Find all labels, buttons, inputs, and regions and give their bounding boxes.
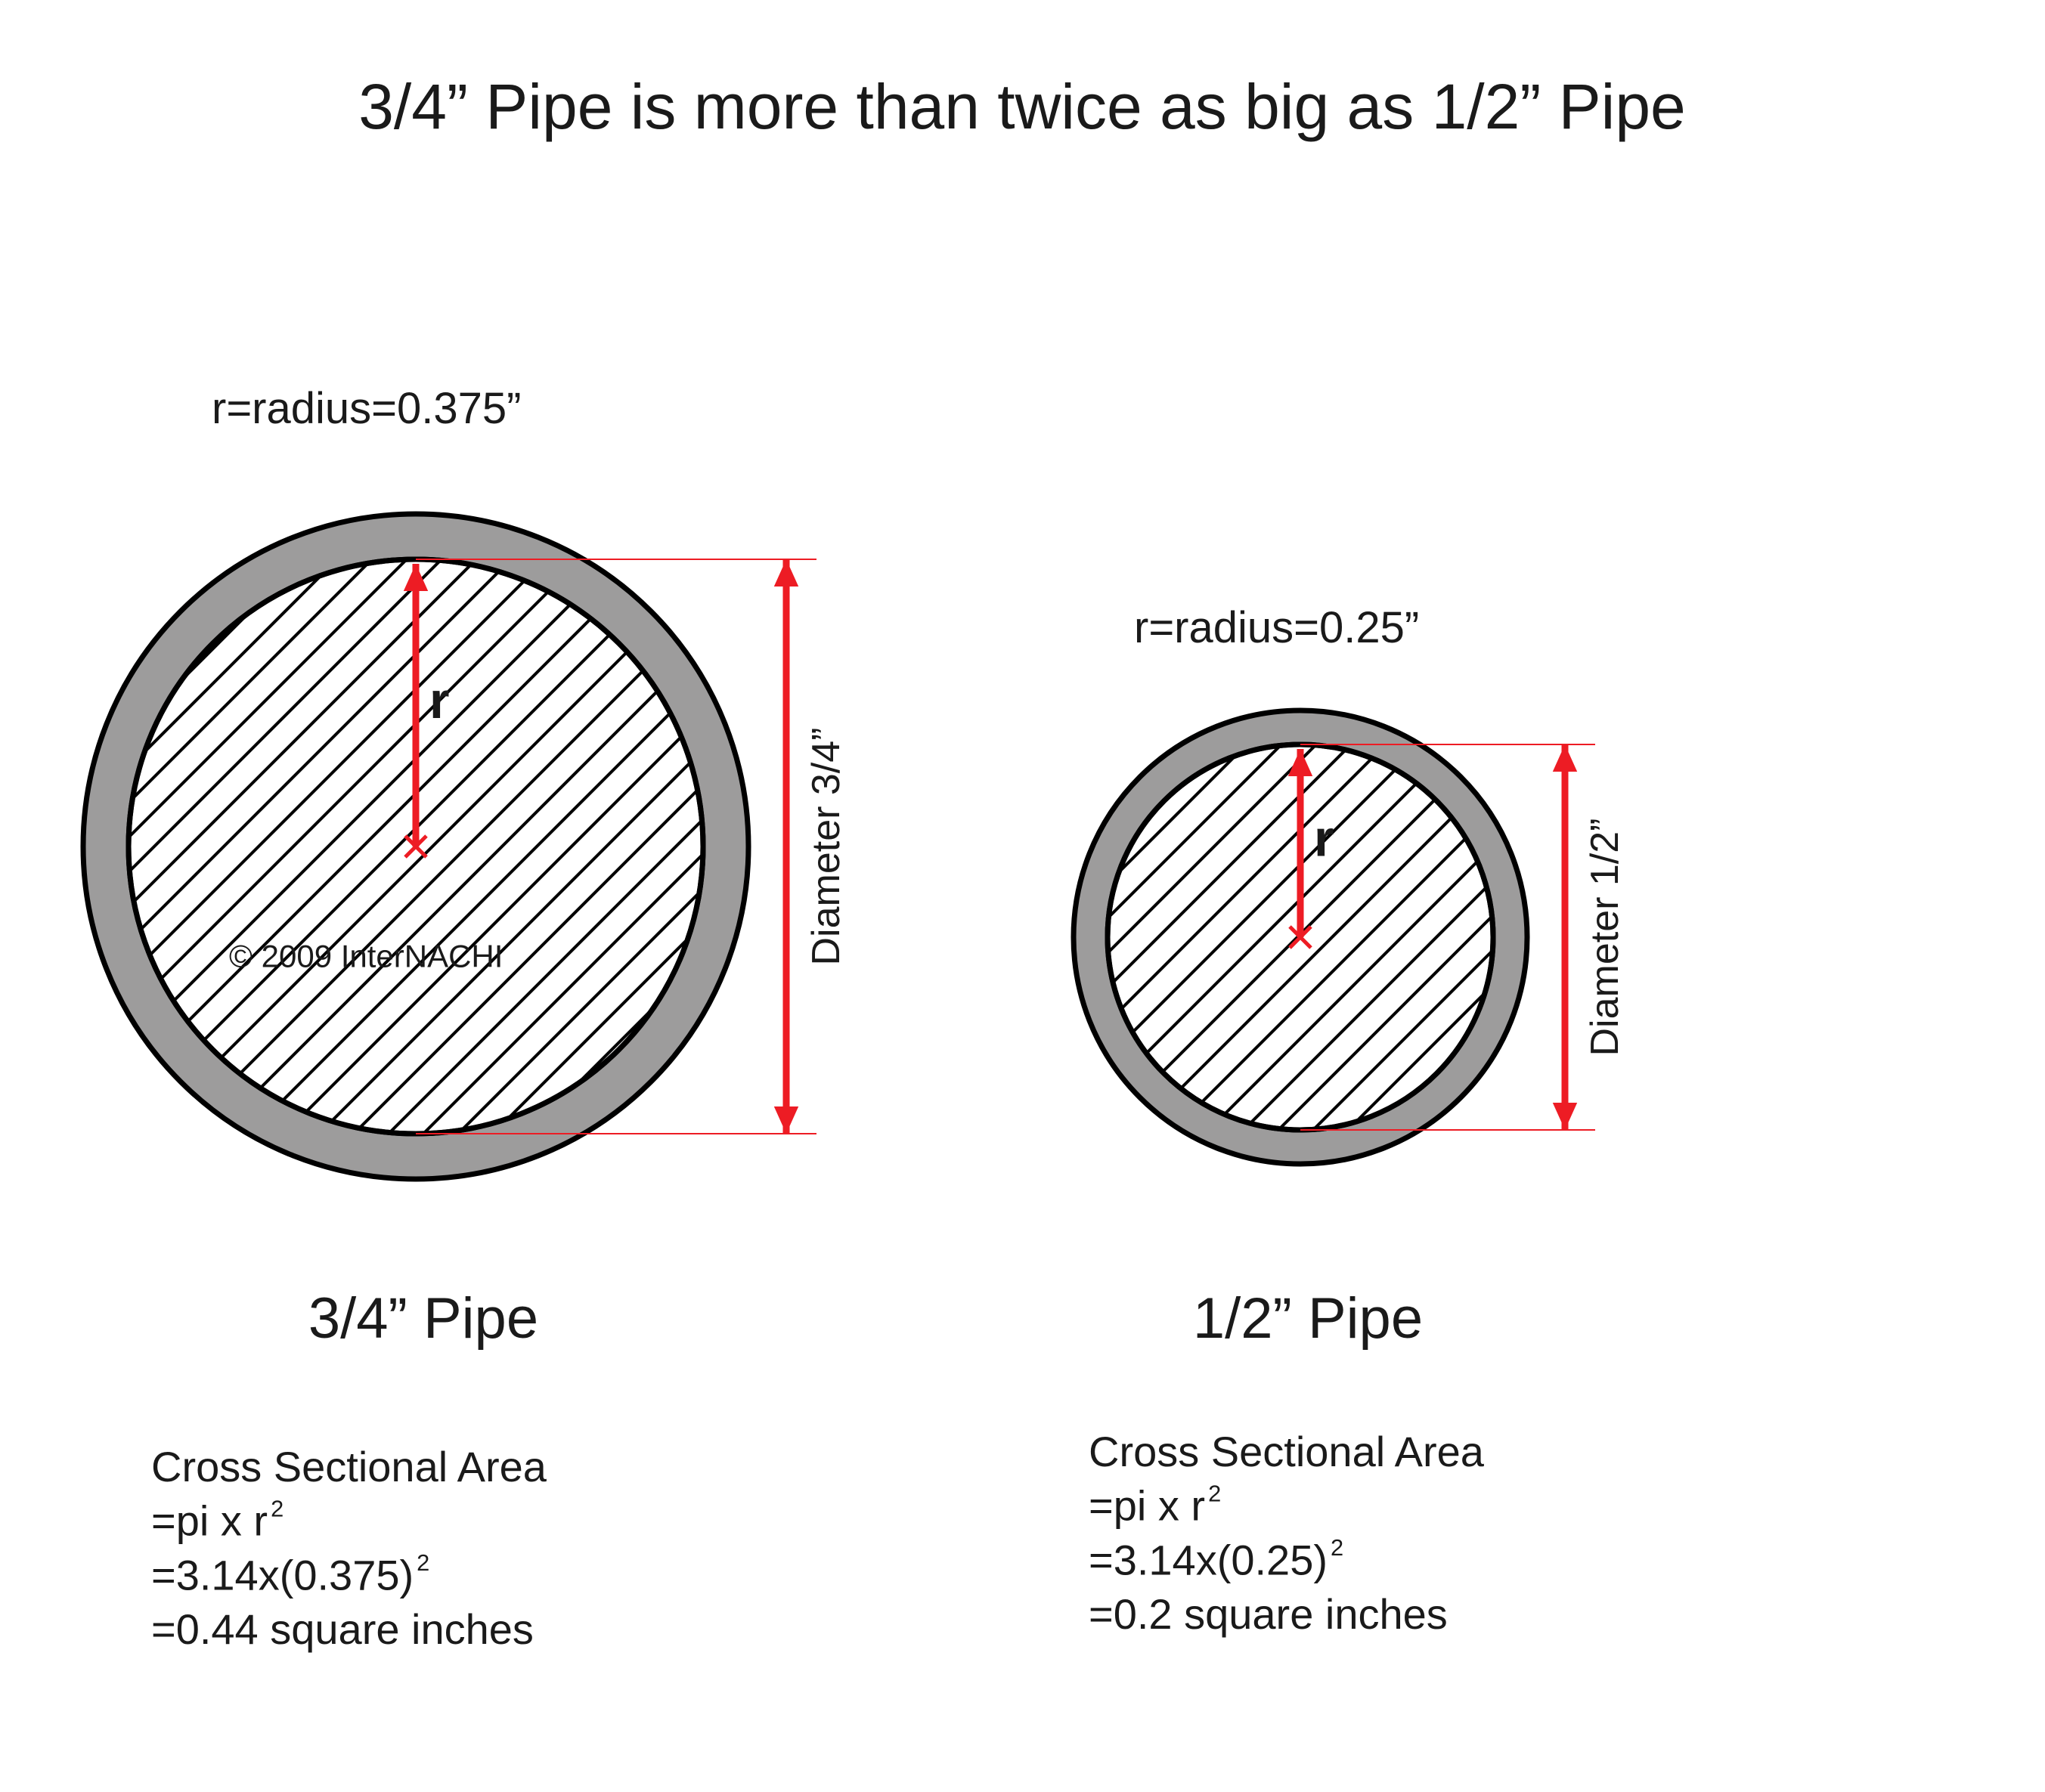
large-diameter-label: Diameter 3/4” <box>804 728 848 966</box>
diagram-svg: 3/4” Pipe is more than twice as big as 1… <box>0 0 2045 1792</box>
small-formula-1: Cross Sectional Area <box>1089 1428 1485 1475</box>
large-formula-3-exp: 2 <box>417 1549 429 1576</box>
small-formula-2-exp: 2 <box>1208 1480 1221 1506</box>
title: 3/4” Pipe is more than twice as big as 1… <box>358 71 1686 142</box>
small-r-letter: r <box>1314 810 1334 868</box>
small-formula-3-exp: 2 <box>1331 1534 1343 1561</box>
large-formula-2-exp: 2 <box>271 1495 284 1521</box>
small-radius-label: r=radius=0.25” <box>1134 603 1419 652</box>
large-formula-1: Cross Sectional Area <box>151 1443 547 1490</box>
small-formula-4: =0.2 square inches <box>1089 1590 1448 1638</box>
large-formula-4: =0.44 square inches <box>151 1605 534 1653</box>
large-name: 3/4” Pipe <box>308 1286 538 1351</box>
small-name: 1/2” Pipe <box>1193 1286 1423 1351</box>
diagram-canvas: 3/4” Pipe is more than twice as big as 1… <box>0 0 2045 1792</box>
large-formula-2: =pi x r <box>151 1497 268 1545</box>
large-radius-label: r=radius=0.375” <box>212 384 521 433</box>
copyright: © 2009 InterNACHI <box>229 939 503 974</box>
large-formula-3: =3.14x(0.375) <box>151 1551 414 1599</box>
large-r-letter: r <box>429 672 449 729</box>
small-diameter-label: Diameter 1/2” <box>1583 819 1627 1057</box>
small-formula-2: =pi x r <box>1089 1482 1205 1530</box>
small-formula-3: =3.14x(0.25) <box>1089 1536 1328 1583</box>
